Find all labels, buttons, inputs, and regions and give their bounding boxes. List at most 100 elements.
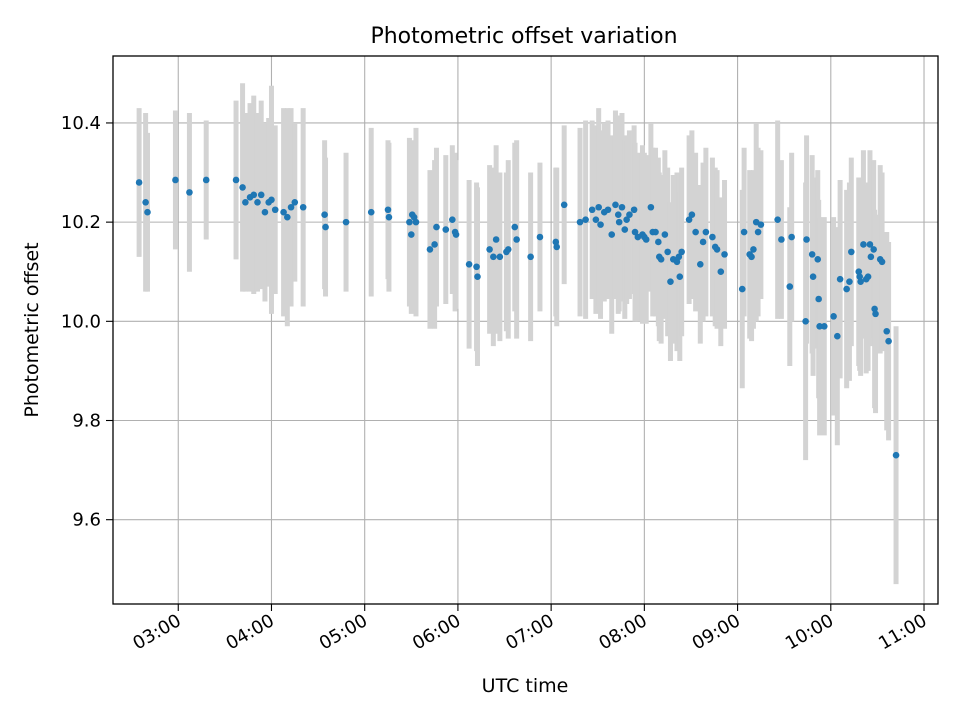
- data-point: [553, 243, 561, 251]
- data-point: [688, 211, 696, 218]
- data-point: [232, 176, 240, 184]
- data-point: [299, 203, 307, 211]
- data-point: [685, 216, 693, 223]
- data-point: [748, 253, 755, 261]
- data-point: [385, 213, 393, 221]
- data-point: [536, 233, 544, 241]
- data-point: [721, 251, 728, 258]
- data-point: [239, 184, 246, 191]
- data-point: [496, 253, 504, 261]
- data-point: [757, 221, 765, 228]
- data-point: [612, 201, 619, 209]
- data-point: [367, 208, 375, 216]
- data-point: [449, 216, 456, 223]
- data-point: [740, 228, 748, 236]
- data-point: [885, 337, 892, 345]
- data-point: [615, 218, 623, 226]
- data-point: [490, 253, 497, 261]
- y-tick-label: 10.2: [61, 212, 101, 233]
- y-tick-label: 10.0: [61, 311, 101, 332]
- data-point: [872, 310, 879, 318]
- data-point: [857, 278, 864, 285]
- data-point: [465, 260, 473, 268]
- data-point: [788, 233, 795, 241]
- data-point: [384, 206, 392, 214]
- data-point: [717, 268, 725, 276]
- data-point: [552, 238, 560, 246]
- data-point: [848, 248, 855, 256]
- data-point: [803, 236, 810, 243]
- data-point: [808, 251, 816, 258]
- data-point: [809, 273, 817, 280]
- data-point: [511, 223, 519, 231]
- data-point: [321, 211, 328, 218]
- data-points: [135, 176, 900, 459]
- data-point: [271, 206, 279, 214]
- data-point: [144, 208, 151, 216]
- data-point: [614, 211, 622, 218]
- data-point: [560, 201, 568, 209]
- data-point: [595, 203, 602, 211]
- data-point: [410, 213, 418, 221]
- data-point: [846, 278, 853, 285]
- data-point: [750, 246, 757, 253]
- data-point: [621, 226, 629, 233]
- data-point: [866, 241, 874, 248]
- data-point: [802, 318, 809, 325]
- data-point: [442, 226, 450, 233]
- data-point: [412, 218, 420, 226]
- data-point: [504, 246, 512, 253]
- data-point: [426, 246, 434, 253]
- data-point: [702, 228, 710, 236]
- y-axis-ticks: 9.6 9.8 10.0 10.2 10.4: [61, 113, 113, 531]
- data-point: [284, 213, 291, 221]
- data-point: [642, 236, 650, 243]
- data-point: [592, 216, 600, 223]
- data-point: [830, 313, 837, 320]
- data-point: [816, 322, 823, 330]
- data-point: [287, 203, 295, 211]
- data-point: [513, 236, 520, 243]
- data-point: [738, 285, 746, 293]
- data-point: [202, 176, 210, 184]
- data-point: [647, 203, 655, 211]
- data-point: [452, 231, 460, 238]
- data-point: [342, 218, 350, 226]
- data-point: [778, 236, 785, 243]
- data-point: [582, 216, 589, 223]
- data-point: [692, 228, 699, 236]
- data-point: [814, 256, 822, 263]
- data-point: [864, 273, 872, 280]
- data-point: [186, 189, 193, 196]
- y-axis-label: Photometric offset: [21, 242, 43, 417]
- data-point: [843, 285, 850, 293]
- data-point: [667, 278, 674, 285]
- data-point: [322, 223, 329, 231]
- data-point: [250, 191, 258, 199]
- x-axis-label: UTC time: [482, 675, 569, 697]
- data-point: [892, 451, 900, 459]
- data-point: [261, 208, 269, 216]
- y-tick-label: 10.4: [61, 113, 101, 134]
- data-point: [576, 218, 584, 226]
- data-point: [652, 228, 659, 236]
- data-point: [836, 275, 844, 283]
- data-point: [696, 260, 704, 268]
- data-point: [597, 221, 604, 228]
- data-point: [492, 236, 500, 243]
- data-point: [867, 253, 875, 261]
- data-point: [883, 327, 891, 335]
- data-point: [631, 228, 639, 236]
- data-point: [291, 198, 299, 206]
- data-point: [661, 231, 669, 238]
- data-point: [618, 203, 626, 211]
- data-point: [856, 273, 863, 280]
- data-point: [678, 248, 685, 256]
- y-tick-label: 9.6: [72, 510, 101, 531]
- data-point: [280, 208, 287, 216]
- data-point: [473, 263, 480, 271]
- data-point: [486, 246, 493, 253]
- data-point: [655, 238, 662, 246]
- data-point: [676, 273, 684, 280]
